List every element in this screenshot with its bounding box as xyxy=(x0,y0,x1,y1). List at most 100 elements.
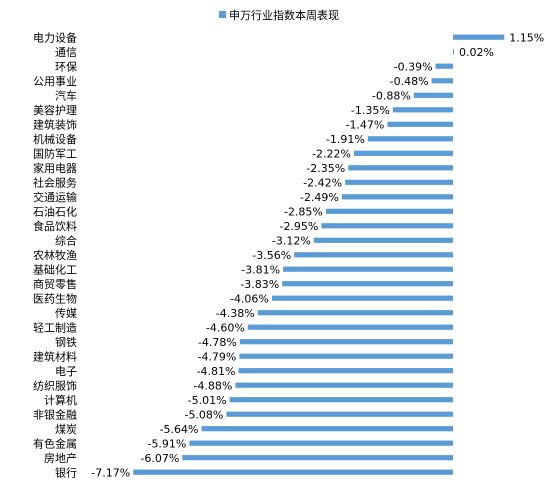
bar-2 xyxy=(435,63,453,69)
category-label-14: 综合 xyxy=(55,233,77,247)
bar-9 xyxy=(348,165,453,171)
value-label-27: -5.64% xyxy=(160,423,199,436)
bar-16 xyxy=(283,266,453,272)
value-label-19: -4.38% xyxy=(216,307,255,320)
category-label-30: 银行 xyxy=(55,465,77,479)
category-label-23: 电子 xyxy=(55,365,77,378)
value-label-9: -2.35% xyxy=(306,162,345,175)
value-label-3: -0.48% xyxy=(390,75,429,88)
bar-29 xyxy=(182,455,454,461)
bar-22 xyxy=(239,353,453,359)
category-label-6: 建筑装饰 xyxy=(33,117,77,131)
value-label-24: -4.88% xyxy=(193,379,232,392)
category-label-10: 社会服务 xyxy=(33,175,77,189)
bar-18 xyxy=(271,295,453,301)
bar-3 xyxy=(431,78,453,84)
bar-8 xyxy=(354,150,453,156)
category-label-20: 轻工制造 xyxy=(33,320,77,334)
value-label-6: -1.47% xyxy=(345,118,384,131)
bar-6 xyxy=(387,121,453,127)
bar-26 xyxy=(226,411,453,417)
category-label-1: 通信 xyxy=(55,46,77,59)
category-label-9: 家用电器 xyxy=(33,161,77,175)
legend: 申万行业指数本周表现 xyxy=(219,8,339,22)
value-label-23: -4.81% xyxy=(197,365,236,378)
bar-24 xyxy=(235,382,453,388)
category-label-2: 环保 xyxy=(55,59,77,73)
category-label-8: 国防军工 xyxy=(33,146,77,160)
bar-5 xyxy=(392,107,453,113)
bar-20 xyxy=(247,324,453,330)
value-label-10: -2.42% xyxy=(303,176,342,189)
value-label-11: -2.49% xyxy=(300,191,339,204)
value-label-8: -2.22% xyxy=(312,147,351,160)
value-label-26: -5.08% xyxy=(184,408,223,421)
category-label-18: 医药生物 xyxy=(33,291,77,305)
value-label-13: -2.95% xyxy=(279,220,318,233)
category-label-13: 食品饮料 xyxy=(33,219,77,233)
bar-25 xyxy=(229,397,453,403)
value-label-15: -3.56% xyxy=(252,249,291,262)
category-label-24: 纺织服饰 xyxy=(33,378,77,392)
bar-13 xyxy=(321,223,453,229)
category-label-19: 传媒 xyxy=(55,307,77,320)
category-label-25: 计算机 xyxy=(44,393,77,407)
category-label-0: 电力设备 xyxy=(33,30,77,44)
category-label-28: 有色金属 xyxy=(33,436,77,450)
category-label-21: 钢铁 xyxy=(55,336,77,349)
bar-27 xyxy=(201,426,453,432)
value-label-25: -5.01% xyxy=(188,394,227,407)
value-label-5: -1.35% xyxy=(351,104,390,117)
value-label-17: -3.83% xyxy=(240,278,279,291)
value-label-7: -1.91% xyxy=(326,133,365,146)
category-label-29: 房地产 xyxy=(44,451,77,465)
value-label-28: -5.91% xyxy=(147,437,186,450)
category-label-17: 商贸零售 xyxy=(33,277,77,291)
category-label-11: 交通运输 xyxy=(33,190,77,204)
value-label-12: -2.85% xyxy=(284,205,323,218)
category-label-4: 汽车 xyxy=(55,88,77,102)
category-label-15: 农林牧渔 xyxy=(33,248,77,262)
value-label-20: -4.60% xyxy=(206,321,245,334)
category-label-26: 非银金融 xyxy=(33,407,77,421)
value-label-18: -4.06% xyxy=(230,292,269,305)
value-label-16: -3.81% xyxy=(241,263,280,276)
category-label-12: 石油石化 xyxy=(33,204,77,218)
bar-11 xyxy=(341,194,453,200)
category-labels: 电力设备通信环保公用事业汽车美容护理建筑装饰机械设备国防军工家用电器社会服务交通… xyxy=(33,30,77,479)
bar-15 xyxy=(294,252,453,258)
bar-17 xyxy=(282,281,453,287)
value-label-0: 1.15% xyxy=(509,31,544,44)
value-label-29: -6.07% xyxy=(140,452,179,465)
bar-0 xyxy=(453,34,505,40)
value-label-1: 0.02% xyxy=(459,46,494,59)
value-label-14: -3.12% xyxy=(272,234,311,247)
category-label-3: 公用事业 xyxy=(33,75,77,88)
value-label-2: -0.39% xyxy=(394,60,433,73)
bar-14 xyxy=(313,237,453,243)
bar-4 xyxy=(413,92,453,98)
category-label-27: 煤炭 xyxy=(55,423,77,436)
bar-12 xyxy=(325,208,453,214)
category-label-7: 机械设备 xyxy=(33,132,77,146)
legend-label: 申万行业指数本周表现 xyxy=(229,8,339,22)
bars-group xyxy=(133,34,505,475)
bar-30 xyxy=(133,469,453,475)
value-label-21: -4.78% xyxy=(198,336,237,349)
bar-1 xyxy=(453,49,454,55)
category-label-22: 建筑材料 xyxy=(33,349,77,363)
legend-swatch xyxy=(219,11,226,18)
bar-7 xyxy=(367,136,453,142)
bar-23 xyxy=(238,368,453,374)
bar-19 xyxy=(257,310,453,316)
value-label-22: -4.79% xyxy=(197,350,236,363)
value-labels: 1.15% 0.02% -0.39% -0.48%-0.88% -1.35%-1.47%… xyxy=(91,31,544,479)
category-label-5: 美容护理 xyxy=(33,103,77,117)
bar-21 xyxy=(239,339,453,345)
category-label-16: 基础化工 xyxy=(33,262,77,276)
value-label-4: -0.88% xyxy=(372,89,411,102)
bar-28 xyxy=(189,440,453,446)
value-label-30: -7.17% xyxy=(91,466,130,479)
